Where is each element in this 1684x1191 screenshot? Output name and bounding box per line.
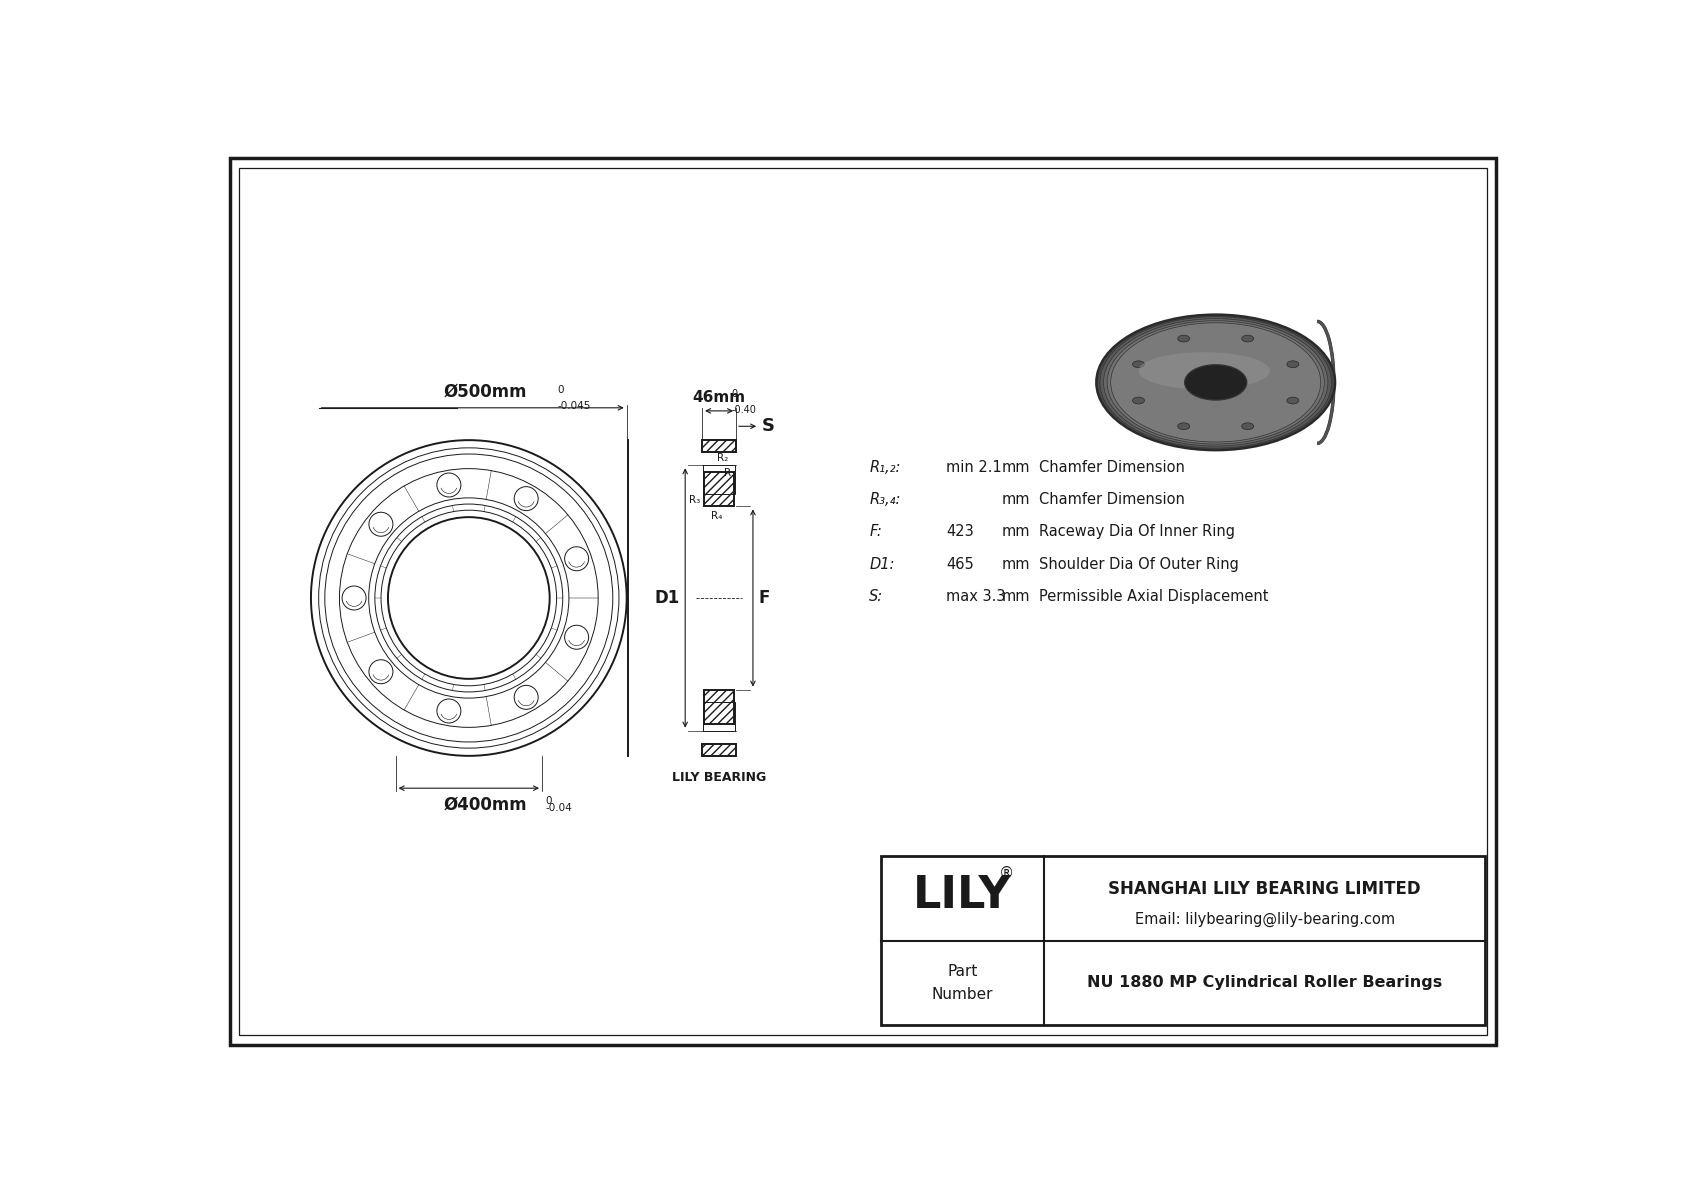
Text: Shoulder Dia Of Outer Ring: Shoulder Dia Of Outer Ring [1039, 556, 1238, 572]
Text: mm: mm [1002, 556, 1031, 572]
Text: 0: 0 [546, 796, 552, 806]
Text: S:: S: [869, 590, 884, 604]
Text: LILY BEARING: LILY BEARING [672, 772, 766, 784]
Ellipse shape [1287, 361, 1298, 368]
Text: S: S [763, 417, 775, 435]
Text: -0.045: -0.045 [557, 401, 591, 411]
Ellipse shape [1177, 335, 1189, 342]
Text: NU 1880 MP Cylindrical Roller Bearings: NU 1880 MP Cylindrical Roller Bearings [1086, 975, 1442, 991]
Ellipse shape [1103, 319, 1329, 447]
Text: Email: lilybearing@lily-bearing.com: Email: lilybearing@lily-bearing.com [1135, 912, 1394, 928]
Text: R₃: R₃ [689, 495, 701, 505]
Polygon shape [702, 744, 736, 756]
Text: R₃,₄:: R₃,₄: [869, 492, 901, 507]
Ellipse shape [1100, 317, 1332, 448]
Text: 465: 465 [946, 556, 973, 572]
Text: mm: mm [1002, 590, 1031, 604]
Polygon shape [704, 690, 734, 724]
Text: 0: 0 [557, 385, 564, 394]
Text: D1:: D1: [869, 556, 894, 572]
Text: 0: 0 [731, 388, 738, 399]
Ellipse shape [1184, 364, 1246, 400]
Text: max 3.3: max 3.3 [946, 590, 1005, 604]
Text: Raceway Dia Of Inner Ring: Raceway Dia Of Inner Ring [1039, 524, 1234, 540]
Ellipse shape [1241, 335, 1253, 342]
Text: mm: mm [1002, 524, 1031, 540]
Text: F:: F: [869, 524, 882, 540]
Text: R₄: R₄ [711, 511, 722, 520]
Text: mm: mm [1002, 492, 1031, 507]
Text: 46mm: 46mm [692, 389, 746, 405]
Text: Chamfer Dimension: Chamfer Dimension [1039, 492, 1184, 507]
Text: LILY: LILY [913, 874, 1012, 917]
Text: -0.04: -0.04 [546, 803, 573, 812]
Ellipse shape [1138, 353, 1270, 389]
Text: Ø500mm: Ø500mm [445, 382, 527, 401]
Text: SHANGHAI LILY BEARING LIMITED: SHANGHAI LILY BEARING LIMITED [1108, 880, 1421, 898]
Ellipse shape [1177, 423, 1189, 430]
Text: 423: 423 [946, 524, 973, 540]
Ellipse shape [1241, 423, 1253, 430]
Ellipse shape [1096, 314, 1335, 450]
Ellipse shape [1111, 323, 1320, 442]
Ellipse shape [1106, 320, 1324, 444]
Text: Chamfer Dimension: Chamfer Dimension [1039, 460, 1184, 474]
Text: D1: D1 [655, 590, 680, 607]
Ellipse shape [1133, 397, 1145, 404]
Text: F: F [758, 590, 770, 607]
Polygon shape [702, 441, 736, 451]
Text: R₂: R₂ [717, 453, 727, 463]
Text: ®: ® [999, 866, 1014, 880]
Text: mm: mm [1002, 460, 1031, 474]
Text: Ø400mm: Ø400mm [445, 796, 527, 813]
Text: R₁: R₁ [724, 468, 734, 479]
Bar [881, 856, 1485, 1025]
Text: Part
Number: Part Number [931, 965, 994, 1002]
Polygon shape [704, 472, 734, 506]
Text: min 2.1: min 2.1 [946, 460, 1002, 474]
Text: R₁,₂:: R₁,₂: [869, 460, 901, 474]
Text: Permissible Axial Displacement: Permissible Axial Displacement [1039, 590, 1268, 604]
Ellipse shape [1287, 397, 1298, 404]
Text: -0.40: -0.40 [731, 405, 756, 416]
Ellipse shape [1133, 361, 1145, 368]
